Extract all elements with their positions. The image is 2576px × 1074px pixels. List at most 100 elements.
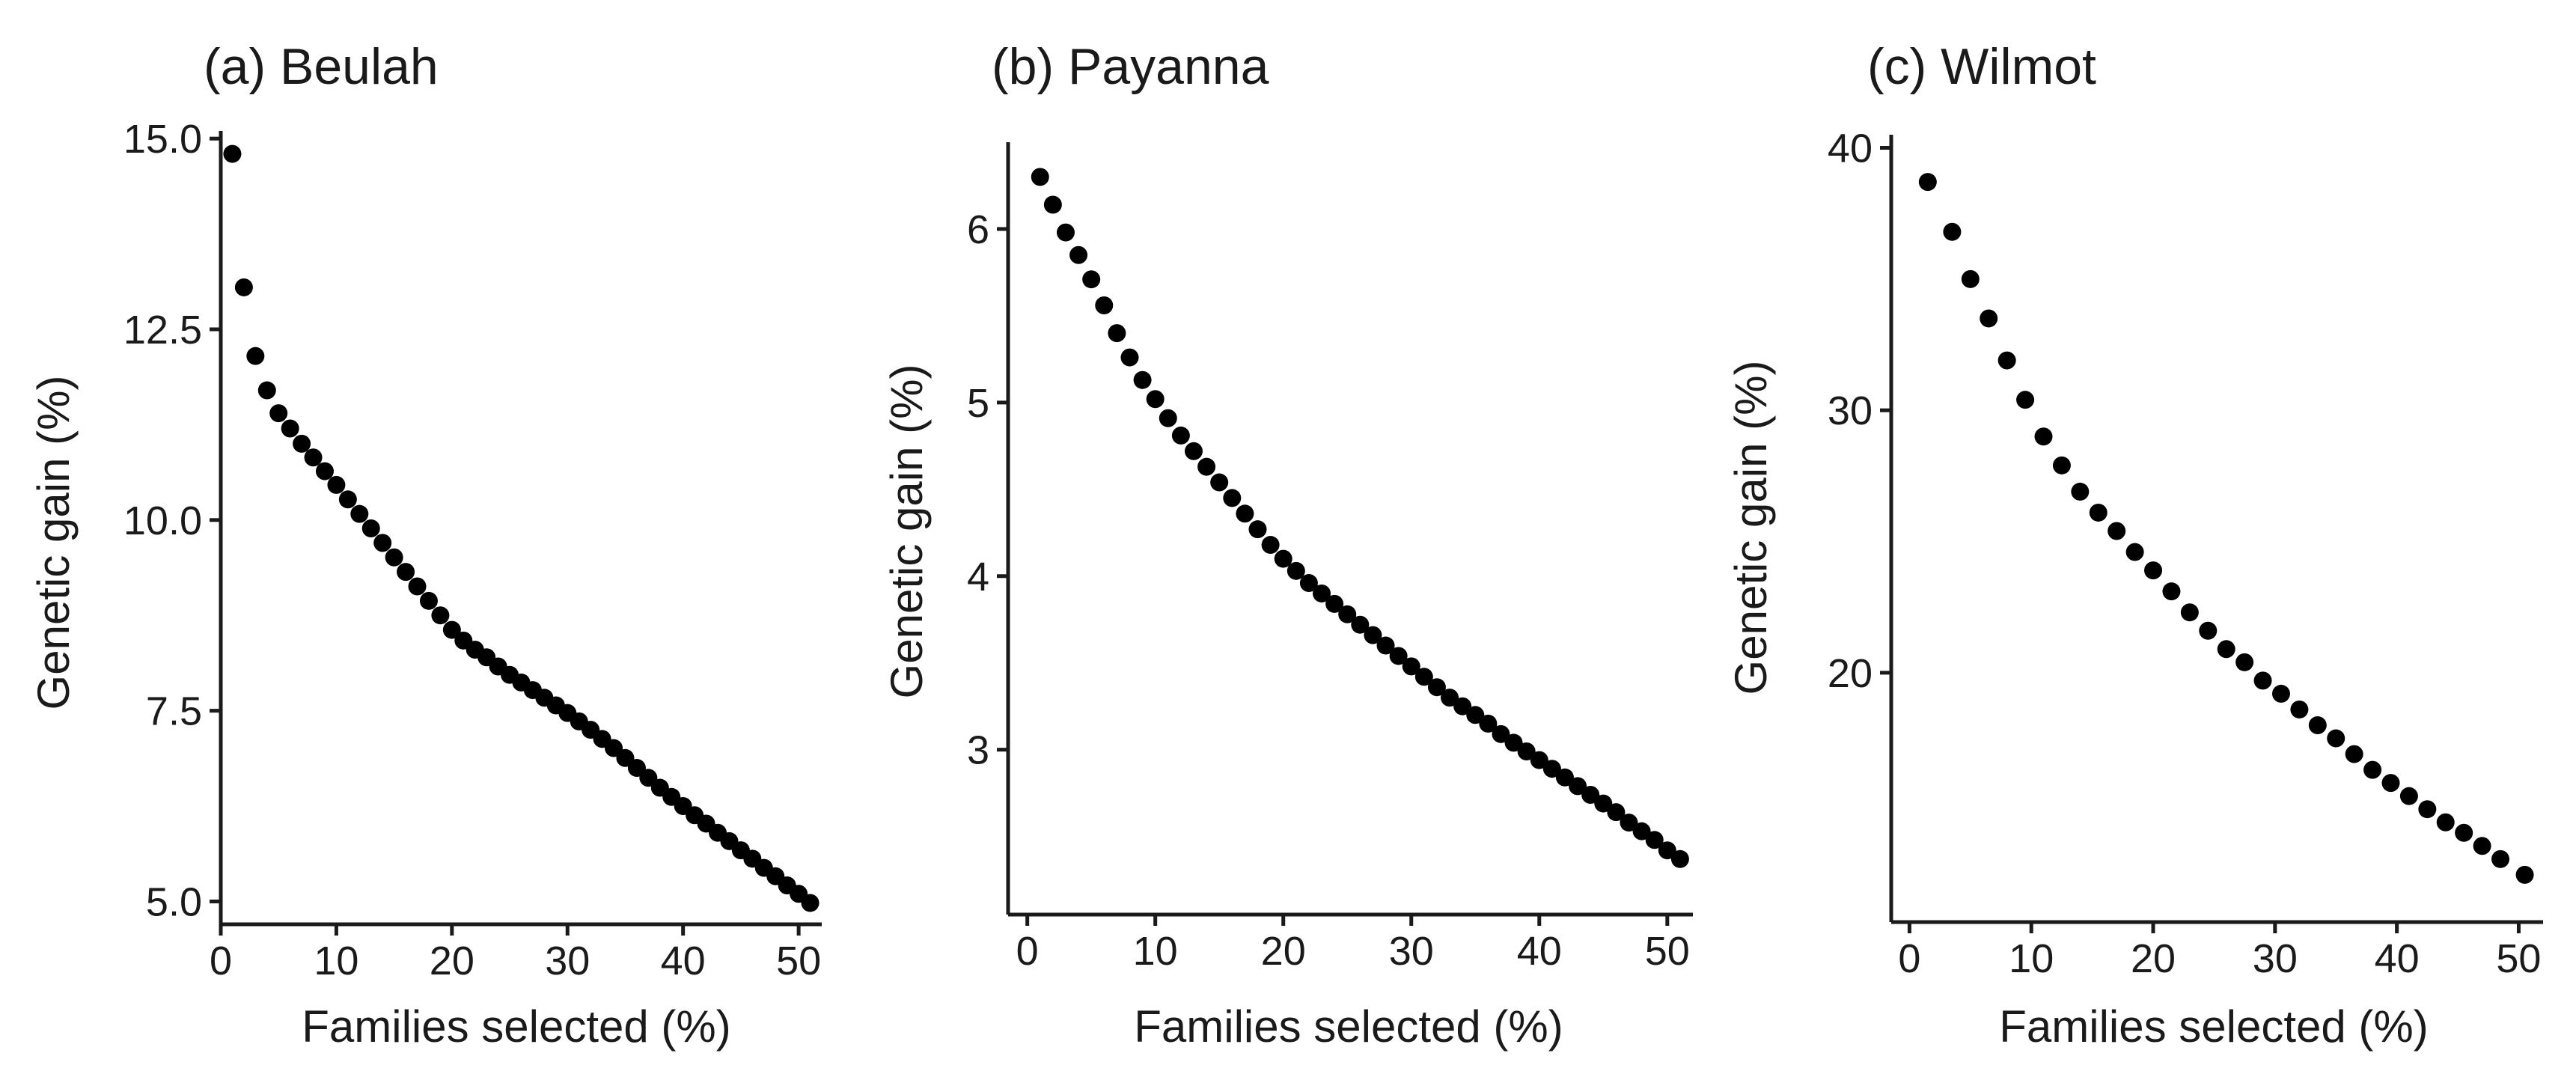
data-point — [1120, 348, 1139, 367]
data-point — [1504, 733, 1523, 752]
data-point — [2491, 849, 2510, 868]
data-point — [2290, 700, 2309, 718]
data-point — [408, 577, 427, 596]
data-point — [2327, 729, 2345, 748]
data-point — [2271, 684, 2290, 703]
data-point — [234, 278, 253, 296]
data-point — [1542, 760, 1561, 778]
data-point — [1338, 605, 1357, 623]
data-point — [373, 534, 392, 552]
y-tick-label: 3 — [967, 728, 989, 773]
x-tick-label: 10 — [314, 939, 358, 983]
data-point — [338, 490, 357, 509]
data-point — [431, 606, 450, 625]
data-point — [1569, 777, 1587, 796]
x-tick-label: 30 — [545, 939, 590, 983]
data-point — [2418, 800, 2437, 819]
data-point — [304, 448, 323, 467]
x-tick-label: 40 — [661, 939, 706, 983]
data-point — [1108, 324, 1126, 343]
x-tick-label: 20 — [2131, 936, 2176, 981]
data-point — [1555, 768, 1574, 787]
data-point — [2253, 671, 2272, 690]
data-point — [1159, 409, 1177, 427]
data-point — [1313, 584, 1331, 602]
data-point — [1210, 473, 1229, 492]
tick-group: 0 10 20 30 40 50 3 4 5 6 — [967, 207, 1690, 974]
data-point — [1632, 822, 1651, 840]
data-point — [2345, 745, 2363, 763]
data-point — [1918, 173, 1937, 192]
y-axis-title: Genetic gain (%) — [882, 364, 932, 699]
x-tick-label: 50 — [1645, 929, 1690, 974]
data-point — [361, 519, 380, 538]
data-point — [2436, 813, 2455, 832]
data-point — [1530, 751, 1548, 769]
data-point — [1287, 561, 1305, 580]
x-tick-label: 0 — [1898, 936, 1920, 981]
y-tick-label: 30 — [1828, 388, 1873, 433]
x-tick-label: 30 — [2253, 936, 2298, 981]
data-point — [1479, 714, 1498, 733]
data-point — [2515, 865, 2534, 884]
data-point — [1943, 222, 1962, 241]
data-point — [419, 591, 438, 610]
x-tick-label: 20 — [430, 939, 474, 983]
data-point — [2455, 823, 2473, 842]
panel-title-payanna: (b) Payanna — [992, 38, 1269, 95]
x-tick-label: 10 — [1133, 929, 1178, 974]
data-point — [1453, 697, 1472, 716]
y-tick-label: 20 — [1828, 651, 1873, 696]
data-point — [1594, 794, 1613, 813]
data-point — [1492, 724, 1510, 743]
data-point — [2125, 543, 2144, 561]
data-point — [1980, 309, 1998, 328]
data-point — [1146, 390, 1165, 409]
data-point — [1961, 269, 1980, 288]
y-tick-label: 10.0 — [123, 498, 202, 543]
data-point — [397, 563, 415, 582]
data-point — [801, 894, 820, 912]
data-point — [223, 144, 242, 163]
y-tick-label: 5.0 — [146, 879, 202, 924]
data-point — [1997, 351, 2016, 370]
data-point — [246, 347, 265, 365]
data-point — [1658, 841, 1676, 860]
data-point — [1364, 626, 1382, 644]
data-point — [1082, 270, 1101, 289]
data-point — [293, 434, 311, 453]
data-point — [2217, 640, 2235, 659]
y-tick-label: 7.5 — [146, 689, 202, 734]
data-point — [257, 381, 276, 400]
data-point — [2308, 716, 2327, 734]
x-tick-label: 0 — [1016, 929, 1039, 974]
data-point — [1133, 370, 1152, 389]
y-tick-label: 40 — [1828, 126, 1873, 171]
data-point — [350, 504, 369, 523]
data-point — [327, 475, 346, 494]
x-tick-label: 0 — [210, 939, 232, 983]
panel-payanna: (b) Payanna Genetic gain (%) Families se… — [882, 38, 1693, 1052]
data-point — [1376, 636, 1395, 655]
x-tick-label: 10 — [2009, 936, 2054, 981]
data-point — [385, 548, 403, 567]
y-tick-label: 4 — [967, 555, 989, 599]
data-point — [1184, 442, 1203, 460]
data-points — [223, 144, 820, 912]
data-point — [1581, 785, 1600, 804]
data-point — [1274, 549, 1292, 568]
panel-title-beulah: (a) Beulah — [204, 38, 439, 95]
data-point — [2071, 482, 2090, 501]
data-point — [1236, 504, 1254, 523]
data-point — [2381, 774, 2400, 793]
y-axis-title: Genetic gain (%) — [1726, 361, 1776, 695]
data-point — [2235, 653, 2254, 671]
tick-group: 0 10 20 30 40 50 20 30 40 — [1828, 126, 2542, 981]
data-point — [1031, 168, 1049, 186]
x-axis-title: Families selected (%) — [1134, 1001, 1563, 1052]
data-point — [2363, 760, 2382, 779]
tick-group: 0 10 20 30 40 50 5.0 7.5 10.0 12.5 15.0 — [123, 117, 821, 983]
data-point — [2162, 582, 2181, 601]
data-point — [1517, 742, 1536, 761]
